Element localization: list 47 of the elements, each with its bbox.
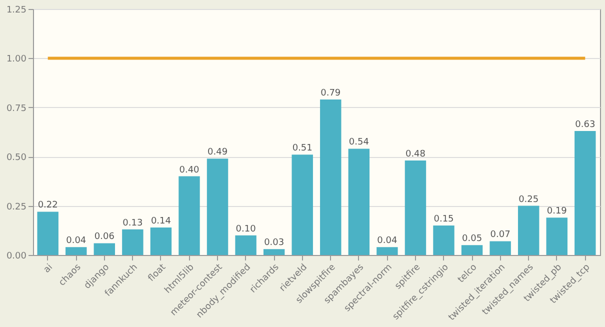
data-label: 0.06 (94, 232, 115, 242)
bar (546, 218, 568, 255)
bar (404, 160, 426, 255)
x-tick-label: ai (42, 262, 55, 276)
bar (574, 131, 596, 255)
bar (433, 225, 454, 255)
bar (178, 176, 200, 255)
data-label: 0.54 (348, 138, 370, 148)
y-tick-label: 0.75 (6, 104, 26, 114)
y-tick-label: 0.25 (6, 202, 26, 212)
data-label: 0.04 (377, 236, 398, 246)
data-label: 0.10 (236, 224, 256, 234)
bar (37, 212, 58, 255)
y-tick-label: 1.00 (6, 54, 27, 65)
data-label: 0.48 (405, 150, 426, 160)
data-label: 0.79 (320, 88, 341, 99)
data-label: 0.07 (490, 230, 510, 240)
bar (320, 100, 342, 255)
data-label: 0.03 (264, 238, 284, 248)
data-label: 0.05 (462, 234, 482, 244)
bar (235, 235, 256, 255)
bar (122, 229, 144, 255)
data-label: 0.63 (575, 120, 596, 130)
bar (292, 154, 313, 255)
bar (66, 247, 87, 255)
data-label: 0.15 (434, 214, 454, 224)
y-tick-label: 0.00 (6, 252, 27, 262)
bar (348, 148, 370, 255)
data-label: 0.49 (208, 148, 228, 158)
bar (263, 249, 285, 255)
data-label: 0.14 (150, 216, 172, 226)
bar (461, 245, 483, 255)
data-label: 0.40 (179, 165, 200, 176)
data-label: 0.04 (66, 236, 86, 246)
bar (518, 206, 540, 255)
data-label: 0.13 (122, 218, 143, 228)
bar (490, 241, 511, 255)
bar (150, 227, 172, 255)
data-label: 0.25 (518, 194, 539, 205)
bar (376, 247, 398, 255)
data-label: 0.19 (546, 206, 568, 217)
y-tick-label: 1.25 (6, 6, 26, 16)
data-label: 0.22 (38, 200, 58, 211)
bar (206, 158, 228, 255)
data-label: 0.51 (292, 144, 312, 154)
y-tick-label: 0.50 (6, 153, 27, 164)
bar (94, 243, 116, 255)
